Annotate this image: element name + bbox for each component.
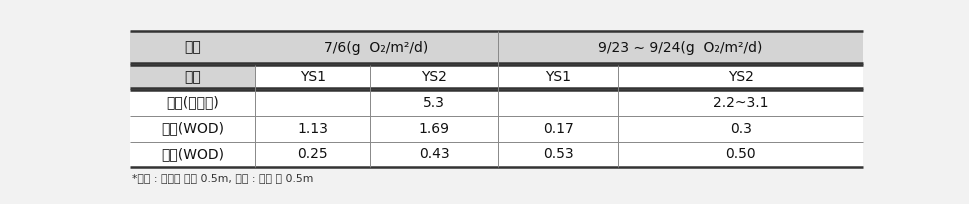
Bar: [618, 116, 863, 142]
Text: YS2: YS2: [422, 70, 448, 84]
Text: 2.2~3.1: 2.2~3.1: [713, 96, 768, 110]
Text: 1.13: 1.13: [297, 122, 328, 135]
Bar: [498, 116, 618, 142]
Text: 저층(WOD): 저층(WOD): [161, 147, 224, 161]
Bar: [130, 64, 255, 90]
Bar: [255, 31, 498, 64]
Bar: [130, 142, 255, 167]
Text: 기간: 기간: [184, 41, 201, 55]
Text: 0.43: 0.43: [419, 147, 450, 161]
Text: 정점: 정점: [184, 70, 201, 84]
Bar: [130, 90, 255, 116]
Text: YS2: YS2: [728, 70, 754, 84]
Text: 0.25: 0.25: [297, 147, 328, 161]
Bar: [255, 116, 370, 142]
Text: *표층 : 수표면 아래 0.5m, 저층 : 바닥 위 0.5m: *표층 : 수표면 아래 0.5m, 저층 : 바닥 위 0.5m: [132, 173, 313, 183]
Text: YS1: YS1: [546, 70, 571, 84]
Bar: [498, 90, 618, 116]
Bar: [498, 142, 618, 167]
Bar: [370, 142, 498, 167]
Bar: [130, 116, 255, 142]
Text: 0.53: 0.53: [543, 147, 574, 161]
Text: 표층(WOD): 표층(WOD): [161, 122, 224, 135]
Bar: [618, 90, 863, 116]
Bar: [370, 116, 498, 142]
Text: 0.50: 0.50: [726, 147, 756, 161]
Bar: [130, 31, 255, 64]
Bar: [498, 31, 863, 64]
Bar: [255, 64, 370, 90]
Bar: [370, 64, 498, 90]
Text: 9/23 ∼ 9/24(g  O₂/m²/d): 9/23 ∼ 9/24(g O₂/m²/d): [599, 41, 763, 55]
Text: 0.3: 0.3: [730, 122, 752, 135]
Text: 7/6(g  O₂/m²/d): 7/6(g O₂/m²/d): [325, 41, 428, 55]
Text: 1.69: 1.69: [419, 122, 450, 135]
Text: 0.17: 0.17: [543, 122, 574, 135]
Bar: [255, 142, 370, 167]
Text: 표층(델타법): 표층(델타법): [166, 96, 219, 110]
Bar: [618, 64, 863, 90]
Text: YS1: YS1: [299, 70, 326, 84]
Bar: [255, 90, 370, 116]
Bar: [370, 90, 498, 116]
Bar: [618, 142, 863, 167]
Text: 5.3: 5.3: [423, 96, 445, 110]
Bar: [498, 64, 618, 90]
